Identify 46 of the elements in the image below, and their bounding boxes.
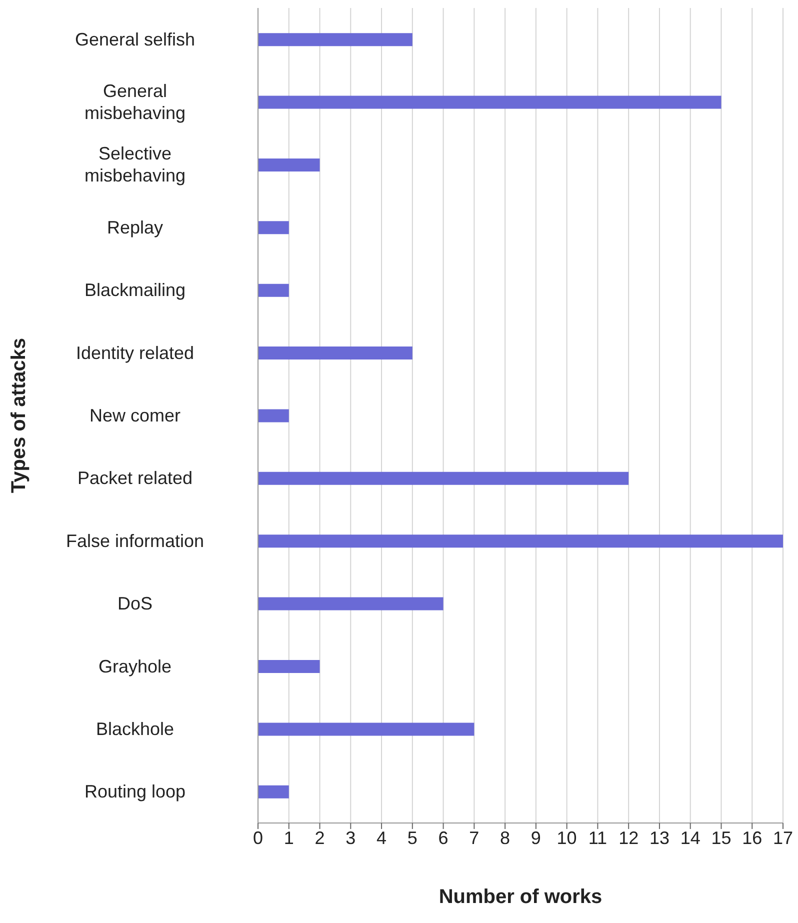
bar [258,472,629,485]
x-tick-label: 16 [742,828,762,848]
bar [258,597,444,610]
bar [258,346,412,360]
x-tick-label: 2 [314,828,325,848]
bar [258,284,289,297]
y-tick-label: Grayhole [98,656,172,676]
y-tick-label: Replay [106,217,164,238]
y-tick-label: DoS [117,594,153,614]
x-tick-label: 4 [376,828,387,848]
y-axis-title: Types of attacks [8,338,30,494]
bar [258,534,783,548]
x-tick-label: 9 [530,828,541,848]
bar [258,660,320,673]
x-tick-label: 1 [284,828,294,848]
y-tick-label: General selfish [74,29,196,50]
x-tick-label: 0 [252,828,264,848]
y-tick-label: General misbehaving [84,81,186,124]
x-tick-label: 7 [469,828,480,848]
x-tick-label: 13 [649,828,670,848]
y-tick-label: False information [66,530,204,551]
x-axis-title: Number of works [438,886,602,908]
bar [258,409,289,422]
bar [258,33,412,46]
x-tick-label: 14 [680,828,700,848]
x-tick-label: 10 [556,828,577,848]
y-tick-label: Identity related [76,342,194,363]
bar [258,158,320,172]
y-tick-label: Routing loop [84,782,186,802]
x-tick-label: 17 [772,828,794,848]
x-tick-label: 11 [588,828,608,848]
x-tick-label: 6 [438,828,448,848]
bar [258,785,289,798]
y-tick-label: Packet related [77,468,193,488]
x-tick-label: 15 [711,828,732,848]
x-tick-label: 8 [500,828,510,848]
y-tick-label: Selective misbehaving [84,144,186,186]
y-tick-label: Blackhole [96,718,174,739]
x-tick-label: 3 [346,828,356,848]
x-tick-label: 12 [618,828,639,848]
bar [258,722,474,736]
y-tick-label: Blackmailing [84,280,186,300]
bar [258,221,289,234]
bar [258,96,722,109]
y-tick-label: New comer [89,406,181,426]
x-tick-label: 5 [407,828,418,848]
